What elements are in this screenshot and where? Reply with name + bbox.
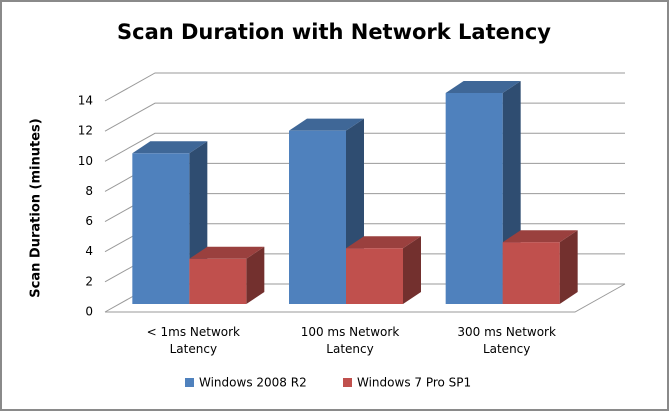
y-tick-label: 2 — [85, 274, 93, 288]
x-tick-label: 300 ms Network Latency — [457, 325, 556, 356]
legend-swatch — [185, 378, 194, 387]
floor-edge — [105, 283, 626, 313]
legend-label: Windows 2008 R2 — [199, 376, 307, 390]
y-tick-label: 0 — [85, 305, 93, 319]
legend-label: Windows 7 Pro SP1 — [357, 376, 471, 390]
bar-top — [502, 230, 578, 243]
legend-swatch — [343, 378, 352, 387]
y-tick-label: 14 — [78, 94, 93, 108]
bar — [189, 258, 247, 304]
bar — [132, 153, 190, 304]
bar — [346, 248, 403, 304]
x-tick-label: 100 ms Network Latency — [300, 325, 400, 356]
bar-side — [403, 236, 421, 304]
bar — [502, 242, 560, 304]
bar-side — [559, 230, 578, 304]
x-tick-label: < 1ms Network Latency — [146, 325, 241, 356]
bar-top — [346, 236, 421, 249]
bar-top — [189, 246, 265, 259]
y-tick-label: 4 — [85, 244, 93, 258]
bar-side — [246, 246, 265, 304]
bar — [445, 93, 503, 304]
y-axis-label: Scan Duration (minutes) — [29, 118, 44, 297]
bar — [289, 130, 346, 304]
y-tick-label: 8 — [85, 184, 93, 198]
bar-top — [445, 81, 521, 93]
y-tick-label: 10 — [78, 154, 93, 168]
grid-line — [104, 72, 625, 102]
chart-title: Scan Duration with Network Latency — [117, 20, 551, 44]
y-tick-label: 6 — [85, 214, 93, 228]
bar-top — [289, 118, 364, 131]
bar-top — [132, 141, 208, 154]
y-tick-label: 12 — [78, 124, 93, 138]
